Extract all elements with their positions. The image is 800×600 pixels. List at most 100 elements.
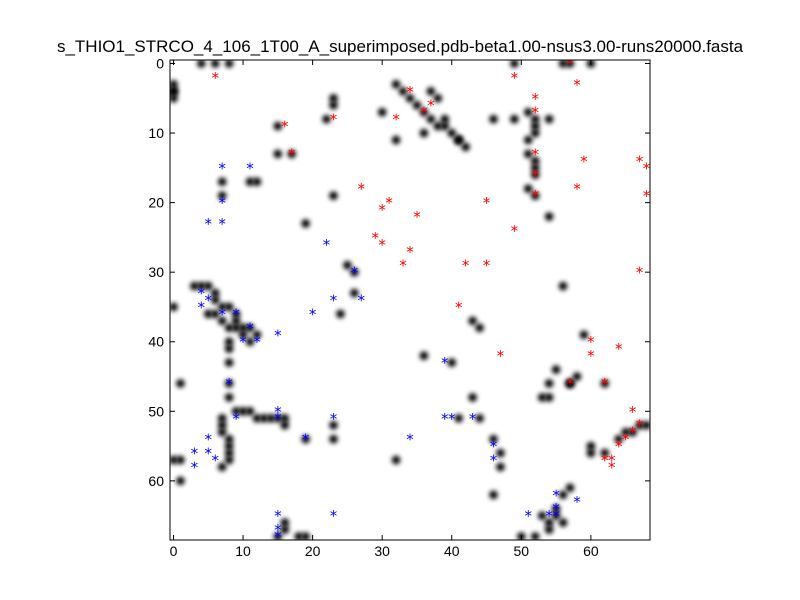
blue-star-marker: * <box>351 264 359 282</box>
x-tick-label: 20 <box>305 543 321 559</box>
blue-star-marker: * <box>490 452 498 470</box>
contact-cell <box>170 302 178 312</box>
contact-cell <box>224 393 234 402</box>
contact-cell <box>558 518 568 527</box>
contact-cell <box>294 532 304 540</box>
red-star-marker: * <box>531 166 539 184</box>
contact-cell <box>530 191 540 200</box>
contact-cell <box>426 86 436 96</box>
blue-star-marker: * <box>198 285 206 303</box>
contact-cell <box>301 219 310 228</box>
contact-cell <box>586 448 596 458</box>
red-star-marker: * <box>629 424 637 442</box>
contact-cell <box>537 393 547 402</box>
contact-cell <box>170 86 178 96</box>
contact-cell <box>614 434 624 444</box>
contact-cell <box>245 177 255 187</box>
contact-cell <box>203 281 213 291</box>
contact-cell <box>350 288 359 298</box>
red-star-marker: * <box>399 257 407 275</box>
blue-star-marker: * <box>239 333 247 351</box>
contact-cell <box>635 420 644 430</box>
contact-cell <box>252 177 262 187</box>
red-star-marker: * <box>573 76 581 94</box>
red-star-marker: * <box>211 69 219 87</box>
y-tick-label: 10 <box>148 125 164 141</box>
contact-cell <box>454 413 464 423</box>
contact-cell <box>523 184 533 194</box>
y-tick-label: 30 <box>148 264 164 280</box>
red-star-marker: * <box>643 187 651 205</box>
x-tick-label: 40 <box>444 543 460 559</box>
blue-star-marker: * <box>448 410 456 428</box>
blue-star-marker: * <box>211 452 219 470</box>
contact-cell <box>224 337 234 347</box>
contact-cell <box>405 93 415 103</box>
blue-star-marker: * <box>330 410 338 428</box>
contact-cell <box>419 351 429 360</box>
contact-cell <box>454 135 464 145</box>
contact-cell <box>329 434 338 444</box>
contact-cell <box>280 420 290 430</box>
red-star-marker: * <box>420 104 428 122</box>
y-tick-label: 40 <box>148 334 164 350</box>
contact-cell <box>489 490 498 500</box>
blue-star-marker: * <box>205 431 213 449</box>
blue-star-marker: * <box>205 215 213 233</box>
contact-cell <box>600 379 610 388</box>
contact-cell <box>224 344 234 354</box>
contact-cell <box>203 309 213 319</box>
red-star-marker: * <box>497 347 505 365</box>
x-tick-label: 30 <box>374 543 390 559</box>
red-star-marker: * <box>566 375 574 393</box>
contact-cell <box>273 413 283 423</box>
contact-cell <box>170 80 178 89</box>
red-star-marker: * <box>587 347 595 365</box>
contact-cell <box>245 323 255 333</box>
contact-cell <box>329 100 338 110</box>
contact-cell <box>301 532 310 540</box>
red-star-marker: * <box>531 90 539 108</box>
contact-cell <box>217 177 227 187</box>
red-star-marker: * <box>483 194 491 212</box>
contact-cell <box>224 455 234 465</box>
contact-cell <box>426 114 436 124</box>
red-star-marker: * <box>622 431 630 449</box>
blue-star-marker: * <box>218 194 226 212</box>
contact-cell <box>210 309 220 319</box>
contact-cell <box>510 60 519 68</box>
blue-star-marker: * <box>232 410 240 428</box>
blue-star-marker: * <box>218 215 226 233</box>
red-star-marker: * <box>378 236 386 254</box>
contact-cell <box>259 413 269 423</box>
contact-cell <box>301 434 310 444</box>
contact-cell <box>447 358 457 367</box>
x-tick-label: 60 <box>583 543 599 559</box>
contact-cell <box>196 281 206 291</box>
contact-cell <box>224 302 234 312</box>
red-star-marker: * <box>608 452 616 470</box>
red-star-marker: * <box>643 159 651 177</box>
contact-cell <box>231 323 241 333</box>
blue-star-marker: * <box>552 500 560 518</box>
contact-cell <box>565 483 575 493</box>
contact-cell <box>391 80 401 89</box>
contact-cell <box>628 427 637 437</box>
contact-cell <box>433 93 443 103</box>
x-tick-label: 0 <box>170 543 178 559</box>
contact-cell <box>530 156 540 166</box>
red-star-marker: * <box>378 201 386 219</box>
blue-star-marker: * <box>330 292 338 310</box>
blue-star-marker: * <box>469 410 477 428</box>
contact-cell <box>440 114 450 124</box>
x-axis: 0 10 20 30 40 50 60 <box>170 60 599 559</box>
red-star-marker: * <box>636 152 644 170</box>
blue-star-marker: * <box>552 486 560 504</box>
contact-cell <box>217 191 227 200</box>
contact-cell <box>558 281 568 291</box>
contact-cell <box>544 114 554 124</box>
red-star-marker: * <box>636 264 644 282</box>
plot-area <box>170 60 650 540</box>
blue-star-marker: * <box>225 375 233 393</box>
contact-cell <box>586 441 596 451</box>
